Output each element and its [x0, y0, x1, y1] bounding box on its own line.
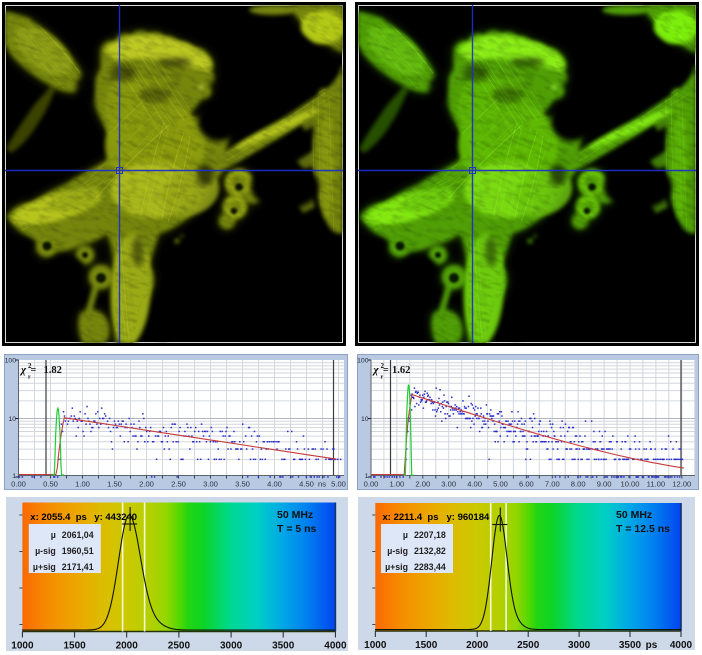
svg-text:χ: χ	[372, 364, 380, 376]
svg-text:3500: 3500	[618, 640, 641, 650]
svg-text:2171,41: 2171,41	[62, 562, 94, 572]
svg-text:4.50: 4.50	[299, 480, 314, 489]
svg-text:=: =	[383, 365, 389, 376]
svg-text:2132,82: 2132,82	[414, 546, 446, 556]
svg-text:4000: 4000	[324, 641, 347, 652]
svg-text:3500: 3500	[272, 641, 295, 652]
svg-text:2.00: 2.00	[415, 480, 430, 489]
svg-text:3000: 3000	[567, 640, 590, 650]
svg-text:3000: 3000	[220, 641, 243, 652]
svg-text:µ-sig: µ-sig	[35, 546, 56, 556]
svg-text:50 MHz: 50 MHz	[277, 509, 313, 521]
svg-text:2000: 2000	[466, 640, 489, 650]
svg-text:3.50: 3.50	[235, 480, 250, 489]
svg-text:1.00: 1.00	[75, 480, 90, 489]
svg-text:χ: χ	[19, 364, 27, 376]
svg-text:1500: 1500	[415, 640, 438, 650]
svg-text:µ+sig: µ+sig	[385, 562, 408, 572]
svg-text:2061,04: 2061,04	[62, 530, 94, 540]
svg-text:2000: 2000	[116, 641, 139, 652]
svg-text:10.00: 10.00	[620, 480, 639, 489]
svg-text:4.00: 4.00	[467, 480, 482, 489]
svg-text:8.00: 8.00	[571, 480, 586, 489]
svg-text:2500: 2500	[168, 641, 191, 652]
svg-text:1.62: 1.62	[392, 365, 410, 376]
svg-text:1: 1	[12, 473, 16, 480]
svg-text:1.82: 1.82	[44, 365, 62, 376]
svg-text:4000: 4000	[669, 640, 692, 650]
svg-text:y: 960184: y: 960184	[446, 512, 490, 523]
svg-text:µ: µ	[51, 530, 56, 540]
svg-text:3.00: 3.00	[441, 480, 456, 489]
svg-text:100: 100	[357, 358, 369, 365]
svg-text:2283,44: 2283,44	[414, 562, 446, 572]
svg-text:r: r	[28, 375, 31, 381]
svg-text:y: 443240: y: 443240	[94, 512, 137, 523]
svg-text:7.00: 7.00	[545, 480, 560, 489]
svg-text:µ+sig: µ+sig	[33, 562, 56, 572]
svg-text:4.00: 4.00	[267, 480, 282, 489]
svg-text:T = 12.5 ns: T = 12.5 ns	[616, 523, 670, 535]
svg-text:9.00: 9.00	[597, 480, 612, 489]
svg-text:x: 2055.4 ps: x: 2055.4 ps	[30, 512, 87, 523]
svg-text:µ: µ	[402, 530, 407, 540]
svg-text:ps: ps	[645, 640, 657, 650]
svg-text:11.00: 11.00	[647, 480, 665, 489]
svg-text:2500: 2500	[517, 640, 540, 650]
svg-text:µ-sig: µ-sig	[387, 546, 408, 556]
svg-text:1960,51: 1960,51	[62, 546, 94, 556]
svg-text:3.00: 3.00	[203, 480, 218, 489]
svg-text:r: r	[381, 375, 384, 381]
svg-text:5.00: 5.00	[331, 480, 346, 489]
svg-text:2.00: 2.00	[139, 480, 154, 489]
svg-text:50 MHz: 50 MHz	[616, 509, 652, 521]
svg-text:2: 2	[28, 362, 32, 370]
svg-text:0.00: 0.00	[11, 480, 26, 489]
svg-text:6.00: 6.00	[519, 480, 534, 489]
svg-text:1: 1	[365, 473, 369, 480]
svg-text:x: 2211.4 ps: x: 2211.4 ps	[382, 512, 438, 523]
svg-text:12.00: 12.00	[672, 480, 691, 489]
svg-text:2207,18: 2207,18	[414, 530, 446, 540]
svg-text:=: =	[31, 365, 37, 376]
svg-text:10: 10	[361, 416, 369, 423]
svg-text:1.00: 1.00	[390, 480, 405, 489]
svg-text:1500: 1500	[63, 641, 86, 652]
svg-text:0.00: 0.00	[364, 480, 379, 489]
svg-text:0.50: 0.50	[43, 480, 58, 489]
svg-text:5.00: 5.00	[493, 480, 508, 489]
svg-text:10: 10	[8, 416, 16, 423]
svg-text:1.50: 1.50	[107, 480, 122, 489]
svg-text:ns: ns	[318, 480, 326, 489]
svg-text:T = 5 ns: T = 5 ns	[277, 523, 317, 535]
svg-text:2: 2	[381, 362, 385, 370]
svg-text:100: 100	[5, 358, 17, 365]
svg-text:2.50: 2.50	[171, 480, 186, 489]
svg-text:1000: 1000	[364, 640, 387, 650]
svg-text:1000: 1000	[11, 641, 34, 652]
